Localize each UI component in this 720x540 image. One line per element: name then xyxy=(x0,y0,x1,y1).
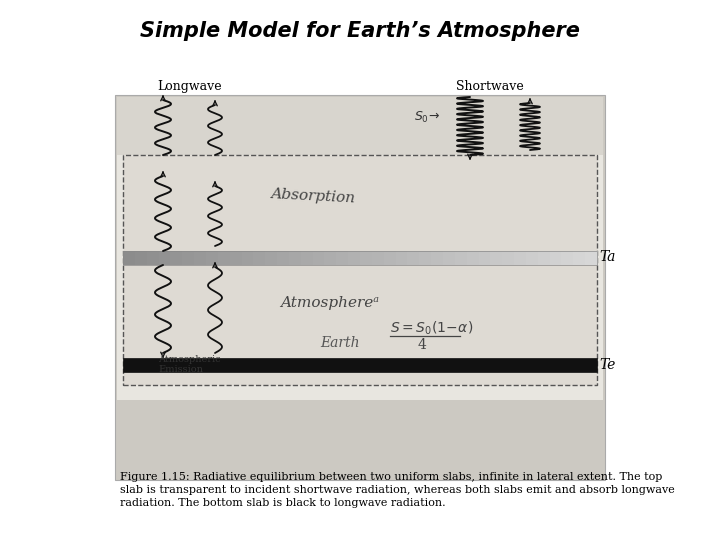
Bar xyxy=(123,358,597,372)
Text: Figure 1.15: Radiative equilibrium between two uniform slabs, infinite in latera: Figure 1.15: Radiative equilibrium betwe… xyxy=(120,472,675,508)
Bar xyxy=(241,251,254,265)
Bar xyxy=(538,251,551,265)
Bar xyxy=(585,251,598,265)
Bar xyxy=(206,251,219,265)
Text: Atmosphereᵃ: Atmosphereᵃ xyxy=(280,296,379,310)
Bar xyxy=(158,251,171,265)
Bar xyxy=(265,251,278,265)
Bar xyxy=(312,251,325,265)
Text: Atmospheric
Emission: Atmospheric Emission xyxy=(158,355,220,374)
Bar xyxy=(372,251,384,265)
Bar xyxy=(549,251,562,265)
Bar xyxy=(289,251,302,265)
Text: Longwave: Longwave xyxy=(158,80,222,93)
Text: Ta: Ta xyxy=(599,250,616,264)
Bar xyxy=(573,251,586,265)
Bar xyxy=(514,251,527,265)
Bar xyxy=(562,251,575,265)
Bar xyxy=(325,251,337,265)
Text: Earth: Earth xyxy=(320,336,360,350)
Bar xyxy=(115,95,605,480)
Bar xyxy=(135,251,148,265)
Bar xyxy=(360,251,373,265)
Bar xyxy=(182,251,195,265)
Bar xyxy=(253,251,266,265)
Text: $S=S_0(1\!-\!\alpha)$: $S=S_0(1\!-\!\alpha)$ xyxy=(390,319,473,337)
Text: $S_0\!\rightarrow$: $S_0\!\rightarrow$ xyxy=(414,110,440,125)
Text: Absorption: Absorption xyxy=(270,187,356,205)
Bar xyxy=(443,251,456,265)
Bar xyxy=(408,251,420,265)
Bar xyxy=(123,251,597,265)
Text: Simple Model for Earth’s Atmosphere: Simple Model for Earth’s Atmosphere xyxy=(140,21,580,41)
Bar xyxy=(384,251,397,265)
Text: 4: 4 xyxy=(418,338,426,352)
Bar xyxy=(230,251,243,265)
Bar xyxy=(277,251,290,265)
Bar xyxy=(123,155,597,385)
Bar xyxy=(479,251,491,265)
Bar xyxy=(301,251,314,265)
Bar xyxy=(419,251,432,265)
Bar xyxy=(218,251,230,265)
Bar xyxy=(467,251,480,265)
Bar xyxy=(503,251,515,265)
Bar xyxy=(348,251,361,265)
Bar xyxy=(117,97,603,155)
Text: Te: Te xyxy=(599,358,616,372)
Bar xyxy=(395,251,408,265)
Bar xyxy=(455,251,468,265)
Bar xyxy=(336,251,349,265)
Bar xyxy=(431,251,444,265)
Bar xyxy=(123,251,136,265)
Text: Shortwave: Shortwave xyxy=(456,80,524,93)
Bar xyxy=(147,251,160,265)
Bar xyxy=(171,251,184,265)
Bar xyxy=(194,251,207,265)
Bar xyxy=(526,251,539,265)
Bar xyxy=(490,251,503,265)
Bar xyxy=(117,97,603,400)
